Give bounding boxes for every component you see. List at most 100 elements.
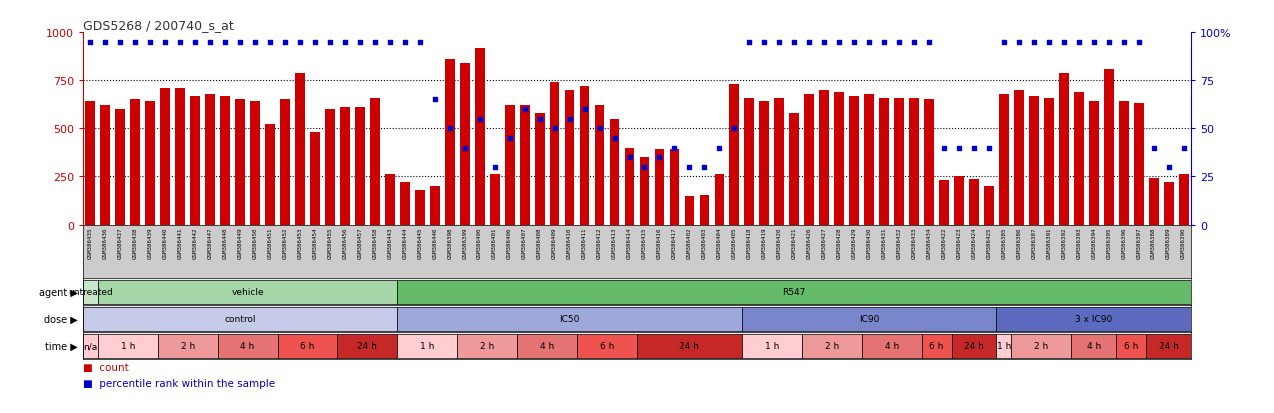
Bar [489, 175, 499, 225]
FancyBboxPatch shape [1071, 334, 1116, 358]
Text: GSM386396: GSM386396 [1121, 227, 1126, 258]
Text: GSM386388: GSM386388 [1152, 227, 1157, 258]
Bar [580, 87, 590, 225]
Point [619, 154, 640, 161]
Text: 4 h: 4 h [540, 342, 554, 350]
Text: GSM386451: GSM386451 [268, 227, 273, 258]
Text: 24 h: 24 h [964, 342, 984, 350]
Text: IC50: IC50 [559, 315, 580, 323]
Bar [954, 177, 964, 225]
Bar [161, 89, 169, 225]
Point [1098, 39, 1119, 46]
Point [80, 39, 101, 46]
Text: IC90: IC90 [859, 315, 879, 323]
Text: GSM386428: GSM386428 [837, 227, 842, 258]
Text: GSM386406: GSM386406 [507, 227, 512, 258]
Text: GSM386421: GSM386421 [791, 227, 796, 258]
Point [994, 39, 1014, 46]
Bar [250, 102, 260, 225]
Text: 1 h: 1 h [121, 342, 135, 350]
Bar [1059, 74, 1069, 225]
Text: GSM386403: GSM386403 [702, 227, 707, 258]
Point [364, 39, 385, 46]
FancyBboxPatch shape [741, 307, 996, 331]
Bar [715, 174, 724, 225]
Point [889, 39, 910, 46]
Point [949, 145, 970, 152]
Bar [1105, 69, 1113, 225]
Point [470, 116, 490, 123]
Text: GSM386412: GSM386412 [598, 227, 603, 258]
Point [934, 145, 954, 152]
Point [515, 107, 535, 113]
Bar [445, 60, 455, 225]
Text: GSM386386: GSM386386 [1017, 227, 1022, 258]
FancyBboxPatch shape [921, 334, 952, 358]
Point [1173, 145, 1194, 152]
Point [799, 39, 819, 46]
Bar [520, 106, 530, 225]
Text: GSM386418: GSM386418 [747, 227, 752, 258]
Point [1009, 39, 1029, 46]
Bar [1164, 183, 1173, 225]
Bar [265, 125, 275, 225]
Point [575, 107, 595, 113]
Point [424, 97, 445, 104]
Text: 6 h: 6 h [929, 342, 944, 350]
Text: GSM386422: GSM386422 [941, 227, 947, 258]
Text: GSM386455: GSM386455 [327, 227, 333, 258]
Text: GSM386401: GSM386401 [492, 227, 497, 258]
Point [784, 39, 804, 46]
Bar [310, 133, 320, 225]
Text: GSM386437: GSM386437 [117, 227, 122, 258]
Bar [595, 106, 604, 225]
Bar [1014, 90, 1024, 225]
Text: GSM386410: GSM386410 [567, 227, 572, 258]
FancyBboxPatch shape [83, 334, 98, 358]
Bar [116, 110, 125, 225]
Text: 2 h: 2 h [824, 342, 838, 350]
Point [395, 39, 415, 46]
Bar [101, 106, 110, 225]
Text: GSM386443: GSM386443 [387, 227, 392, 258]
Text: GSM386415: GSM386415 [642, 227, 647, 258]
Point [185, 39, 205, 46]
Text: GSM386425: GSM386425 [986, 227, 991, 258]
Point [200, 39, 220, 46]
Bar [759, 102, 769, 225]
FancyBboxPatch shape [83, 307, 397, 331]
Text: 4 h: 4 h [1087, 342, 1101, 350]
Text: GSM386391: GSM386391 [1046, 227, 1051, 258]
Text: GSM386448: GSM386448 [223, 227, 228, 258]
Text: 6 h: 6 h [1124, 342, 1139, 350]
Bar [145, 102, 155, 225]
Bar [640, 158, 650, 225]
Text: ■  count: ■ count [83, 363, 129, 373]
Point [724, 126, 744, 132]
Text: time ▶: time ▶ [45, 341, 78, 351]
Point [1144, 145, 1164, 152]
Text: GSM386453: GSM386453 [298, 227, 302, 258]
Point [484, 164, 505, 171]
Text: GSM386445: GSM386445 [418, 227, 422, 258]
Text: 6 h: 6 h [301, 342, 315, 350]
Bar [744, 98, 754, 225]
Bar [610, 119, 619, 225]
Point [964, 145, 985, 152]
Text: GSM386434: GSM386434 [926, 227, 931, 258]
Bar [910, 98, 919, 225]
FancyBboxPatch shape [577, 334, 637, 358]
Text: GSM386454: GSM386454 [312, 227, 317, 258]
Bar [684, 196, 694, 225]
Point [769, 39, 790, 46]
FancyBboxPatch shape [996, 307, 1191, 331]
Point [349, 39, 371, 46]
Text: control: control [224, 315, 256, 323]
Point [380, 39, 400, 46]
Bar [775, 98, 785, 225]
Bar [699, 195, 710, 225]
Point [814, 39, 834, 46]
Text: 6 h: 6 h [600, 342, 614, 350]
FancyBboxPatch shape [397, 334, 457, 358]
Point [229, 39, 250, 46]
